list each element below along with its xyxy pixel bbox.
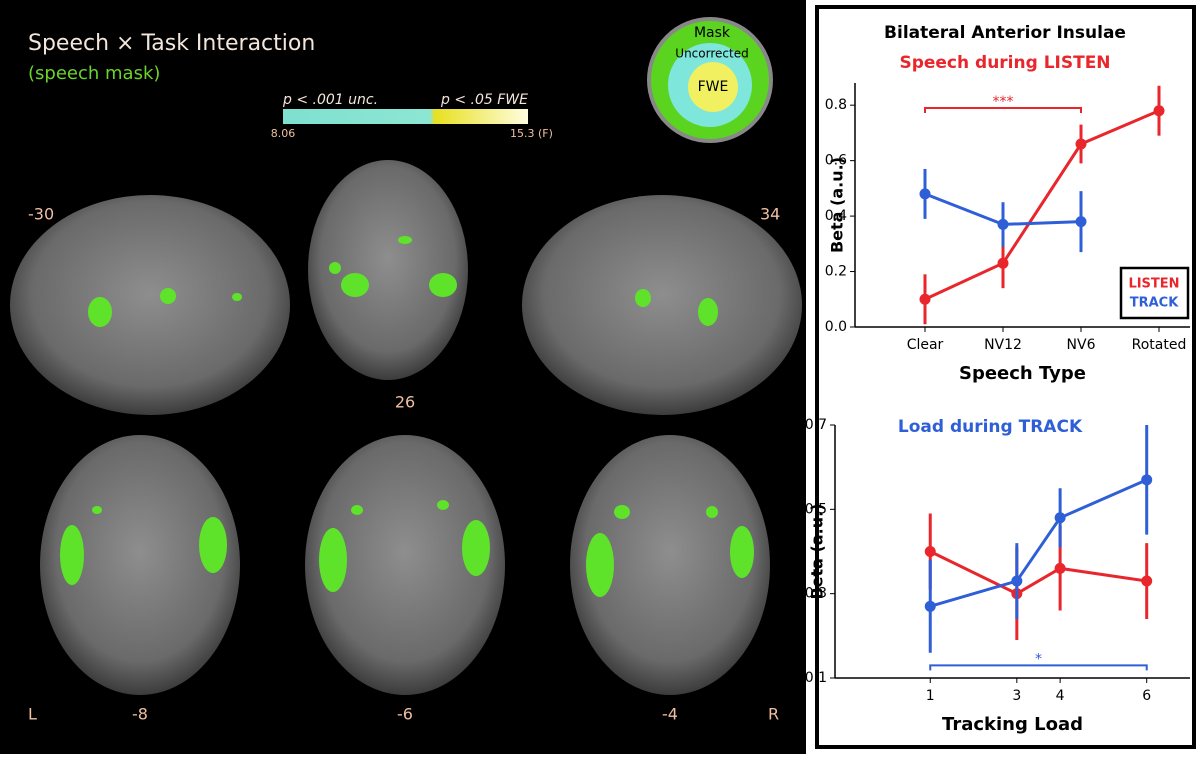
slice-label: -4 (662, 705, 678, 724)
uncorrected-label: Uncorrected (675, 47, 748, 61)
y-axis-label: Beta (a.u.) (808, 503, 827, 599)
data-point (924, 600, 936, 612)
y-tick-label: 0.2 (825, 264, 847, 280)
data-point (1011, 575, 1023, 587)
x-axis-label: Tracking Load (942, 714, 1083, 735)
data-point (997, 257, 1009, 269)
data-point (919, 293, 931, 305)
coronal (308, 160, 468, 380)
y-axis-label: Beta (a.u.) (828, 157, 847, 253)
x-tick-label: Rotated (1132, 337, 1187, 353)
colorbar (283, 109, 528, 124)
data-point (924, 546, 936, 557)
chart-subtitle: Speech during LISTEN (899, 53, 1110, 73)
x-tick-label: 1 (926, 688, 935, 704)
slice-labels: -30 26 34 -8 -6 -4 L R (28, 205, 780, 724)
significance-bracket (929, 664, 1148, 671)
brain-slices (10, 160, 802, 695)
legend-box (1119, 266, 1190, 320)
mask-label: Mask (694, 25, 731, 41)
data-point (997, 218, 1009, 230)
data-point (919, 188, 931, 200)
figure-title: Speech × Task Interaction (28, 31, 315, 56)
fwe-circle (688, 62, 738, 112)
slice-label: -6 (397, 705, 413, 724)
x-tick-label: NV6 (1067, 337, 1096, 353)
slice-label: 26 (395, 393, 415, 412)
x-tick-label: 3 (1012, 688, 1021, 704)
legend-label: TRACK (1130, 296, 1179, 311)
x-tick-label: 6 (1142, 688, 1151, 704)
data-point (1075, 216, 1087, 228)
data-point (1054, 562, 1066, 574)
colorbar-high: p < .05 FWE (440, 92, 528, 108)
hemisphere-right: R (768, 705, 779, 724)
slice-label: -30 (28, 205, 54, 224)
activation-blobs (60, 236, 754, 597)
axial-1 (40, 435, 240, 695)
colorbar-min: 8.06 (271, 127, 296, 140)
series-line (929, 478, 1148, 608)
legend-label: LISTEN (1128, 277, 1179, 292)
sagittal-right (522, 195, 802, 415)
chart-title: Bilateral Anterior Insulae (884, 23, 1126, 43)
data-point (1141, 575, 1153, 587)
y-tick-label: 0.6 (825, 153, 847, 169)
y-tick-label: 0.1 (805, 670, 827, 686)
colorbar-max: 15.3 (F) (510, 127, 553, 140)
data-point (1141, 474, 1153, 486)
figure-subtitle: (speech mask) (28, 63, 160, 84)
chart-title: Load during TRACK (898, 417, 1083, 437)
slice-label: 34 (760, 205, 780, 224)
y-tick-label: 0.7 (805, 417, 827, 433)
data-point (1054, 512, 1066, 524)
series-line (924, 109, 1160, 301)
x-tick-label: NV12 (984, 337, 1022, 353)
data-point (1153, 105, 1165, 117)
series-line (929, 550, 1147, 596)
significance-bracket (924, 106, 1082, 113)
significance-label: *** (993, 94, 1014, 110)
axial-2 (305, 435, 505, 695)
slice-label: -8 (132, 705, 148, 724)
fwe-label: FWE (698, 79, 729, 95)
significance-label: * (1035, 651, 1042, 667)
x-tick-label: Clear (907, 337, 944, 353)
chart-panel (815, 5, 1196, 749)
colorbar-low: p < .001 unc. (282, 92, 378, 108)
axial-3 (570, 435, 770, 695)
x-axis-label: Speech Type (959, 363, 1086, 384)
hemisphere-left: L (28, 705, 37, 724)
y-tick-label: 0.3 (805, 586, 827, 602)
data-point (1075, 138, 1087, 150)
y-tick-label: 0.0 (825, 319, 847, 335)
y-tick-label: 0.5 (805, 501, 827, 517)
sagittal-left (10, 195, 290, 415)
x-tick-label: 4 (1056, 688, 1065, 704)
y-tick-label: 0.4 (825, 208, 847, 224)
y-tick-label: 0.8 (825, 97, 847, 113)
